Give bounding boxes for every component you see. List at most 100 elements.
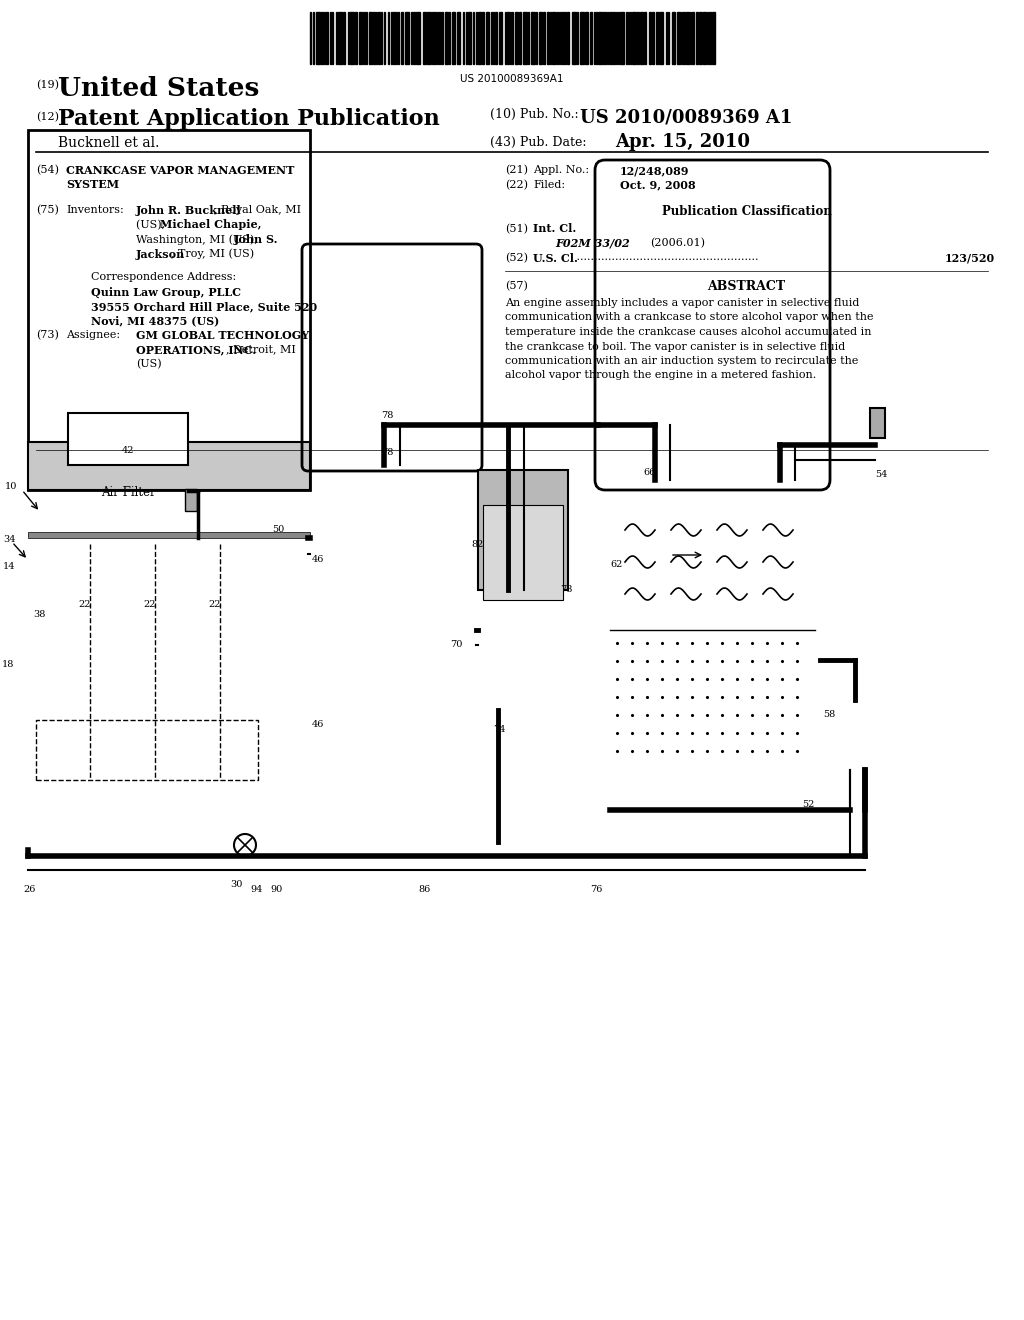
Text: Appl. No.:: Appl. No.: [534, 165, 589, 176]
Text: Novi, MI 48375 (US): Novi, MI 48375 (US) [91, 315, 219, 326]
Bar [712, 12, 715, 63]
Text: 22: 22 [143, 601, 156, 609]
Text: (43) Pub. Date:: (43) Pub. Date: [490, 136, 587, 149]
Text: (75): (75) [36, 205, 58, 215]
Text: 38: 38 [33, 610, 45, 619]
Text: 46: 46 [312, 554, 325, 564]
Bar [482, 12, 484, 63]
Bar [515, 12, 518, 63]
Bar [433, 12, 435, 63]
Text: 30: 30 [230, 880, 243, 888]
Bar [445, 12, 449, 63]
Bar [401, 12, 403, 63]
Bar [870, 408, 885, 438]
Text: 78: 78 [381, 447, 393, 457]
Bar [507, 12, 509, 63]
Text: (57): (57) [505, 281, 528, 290]
Text: Oct. 9, 2008: Oct. 9, 2008 [620, 180, 695, 190]
Bar [28, 532, 310, 539]
Text: communication with an air induction system to recirculate the: communication with an air induction syst… [505, 356, 858, 366]
Text: , Troy, MI (US): , Troy, MI (US) [171, 248, 254, 259]
Text: 10: 10 [5, 482, 17, 491]
Text: Inventors:: Inventors: [66, 205, 124, 215]
Bar [495, 12, 497, 63]
Bar [321, 12, 323, 63]
Text: 123/520: 123/520 [945, 252, 995, 264]
Bar [696, 12, 698, 63]
Text: Washington, MI (US);: Washington, MI (US); [136, 234, 261, 244]
Text: 12/248,089: 12/248,089 [620, 165, 689, 176]
Bar [590, 12, 592, 63]
Bar [644, 12, 646, 63]
Bar [543, 12, 545, 63]
Bar [683, 12, 685, 63]
Bar [28, 442, 310, 490]
Bar [686, 12, 689, 63]
Bar [523, 12, 527, 63]
Bar [652, 12, 654, 63]
Bar [703, 12, 706, 63]
Text: (10) Pub. No.:: (10) Pub. No.: [490, 108, 579, 121]
Bar [499, 12, 502, 63]
Text: 82: 82 [471, 540, 483, 549]
Text: US 2010/0089369 A1: US 2010/0089369 A1 [580, 108, 793, 125]
Bar [580, 12, 584, 63]
Bar [649, 12, 651, 63]
Bar [427, 12, 430, 63]
Bar [552, 12, 555, 63]
Text: An engine assembly includes a vapor canister in selective fluid: An engine assembly includes a vapor cani… [505, 298, 859, 308]
Bar [316, 12, 319, 63]
Bar [452, 12, 455, 63]
Text: Bucknell et al.: Bucknell et al. [58, 136, 160, 150]
Text: SYSTEM: SYSTEM [66, 180, 119, 190]
Text: 62: 62 [610, 560, 623, 569]
Text: United States: United States [58, 77, 259, 102]
Bar [547, 12, 549, 63]
Bar [610, 12, 612, 63]
Bar [637, 12, 639, 63]
Text: John S.: John S. [234, 234, 279, 246]
Text: (19): (19) [36, 81, 59, 90]
Text: 58: 58 [823, 710, 836, 719]
Text: 46: 46 [312, 719, 325, 729]
Bar [659, 12, 663, 63]
Bar [531, 12, 535, 63]
Text: 86: 86 [418, 884, 430, 894]
Bar [343, 12, 345, 63]
Text: (54): (54) [36, 165, 59, 176]
Bar [519, 12, 521, 63]
Bar [406, 12, 409, 63]
Bar [699, 12, 702, 63]
Text: 50: 50 [272, 525, 285, 535]
Bar [539, 12, 542, 63]
Text: (51): (51) [505, 223, 528, 234]
Text: 76: 76 [590, 884, 602, 894]
Bar [562, 12, 564, 63]
Text: US 20100089369A1: US 20100089369A1 [460, 74, 564, 84]
Bar [28, 129, 310, 490]
Bar [672, 12, 675, 63]
Bar [338, 12, 342, 63]
Text: 34: 34 [3, 535, 15, 544]
Text: Int. Cl.: Int. Cl. [534, 223, 577, 235]
Text: Air Filter: Air Filter [100, 487, 156, 499]
Text: (2006.01): (2006.01) [650, 238, 705, 248]
Bar [632, 12, 636, 63]
Text: 39555 Orchard Hill Place, Suite 520: 39555 Orchard Hill Place, Suite 520 [91, 301, 317, 312]
Text: ABSTRACT: ABSTRACT [708, 281, 785, 293]
Text: Michael Chapie,: Michael Chapie, [160, 219, 261, 231]
Text: (US): (US) [136, 359, 162, 370]
Bar [359, 12, 361, 63]
Text: Assignee:: Assignee: [66, 330, 120, 341]
Text: (21): (21) [505, 165, 528, 176]
Text: OPERATIONS, INC.: OPERATIONS, INC. [136, 345, 256, 355]
Text: 90: 90 [270, 884, 283, 894]
Text: Apr. 15, 2010: Apr. 15, 2010 [615, 133, 750, 150]
Text: 52: 52 [802, 800, 814, 809]
Bar [457, 12, 460, 63]
Text: Quinn Law Group, PLLC: Quinn Law Group, PLLC [91, 286, 241, 298]
Text: , Royal Oak, MI: , Royal Oak, MI [214, 205, 301, 215]
Bar [350, 12, 354, 63]
Bar [677, 12, 680, 63]
Text: the crankcase to boil. The vapor canister is in selective fluid: the crankcase to boil. The vapor caniste… [505, 342, 845, 351]
